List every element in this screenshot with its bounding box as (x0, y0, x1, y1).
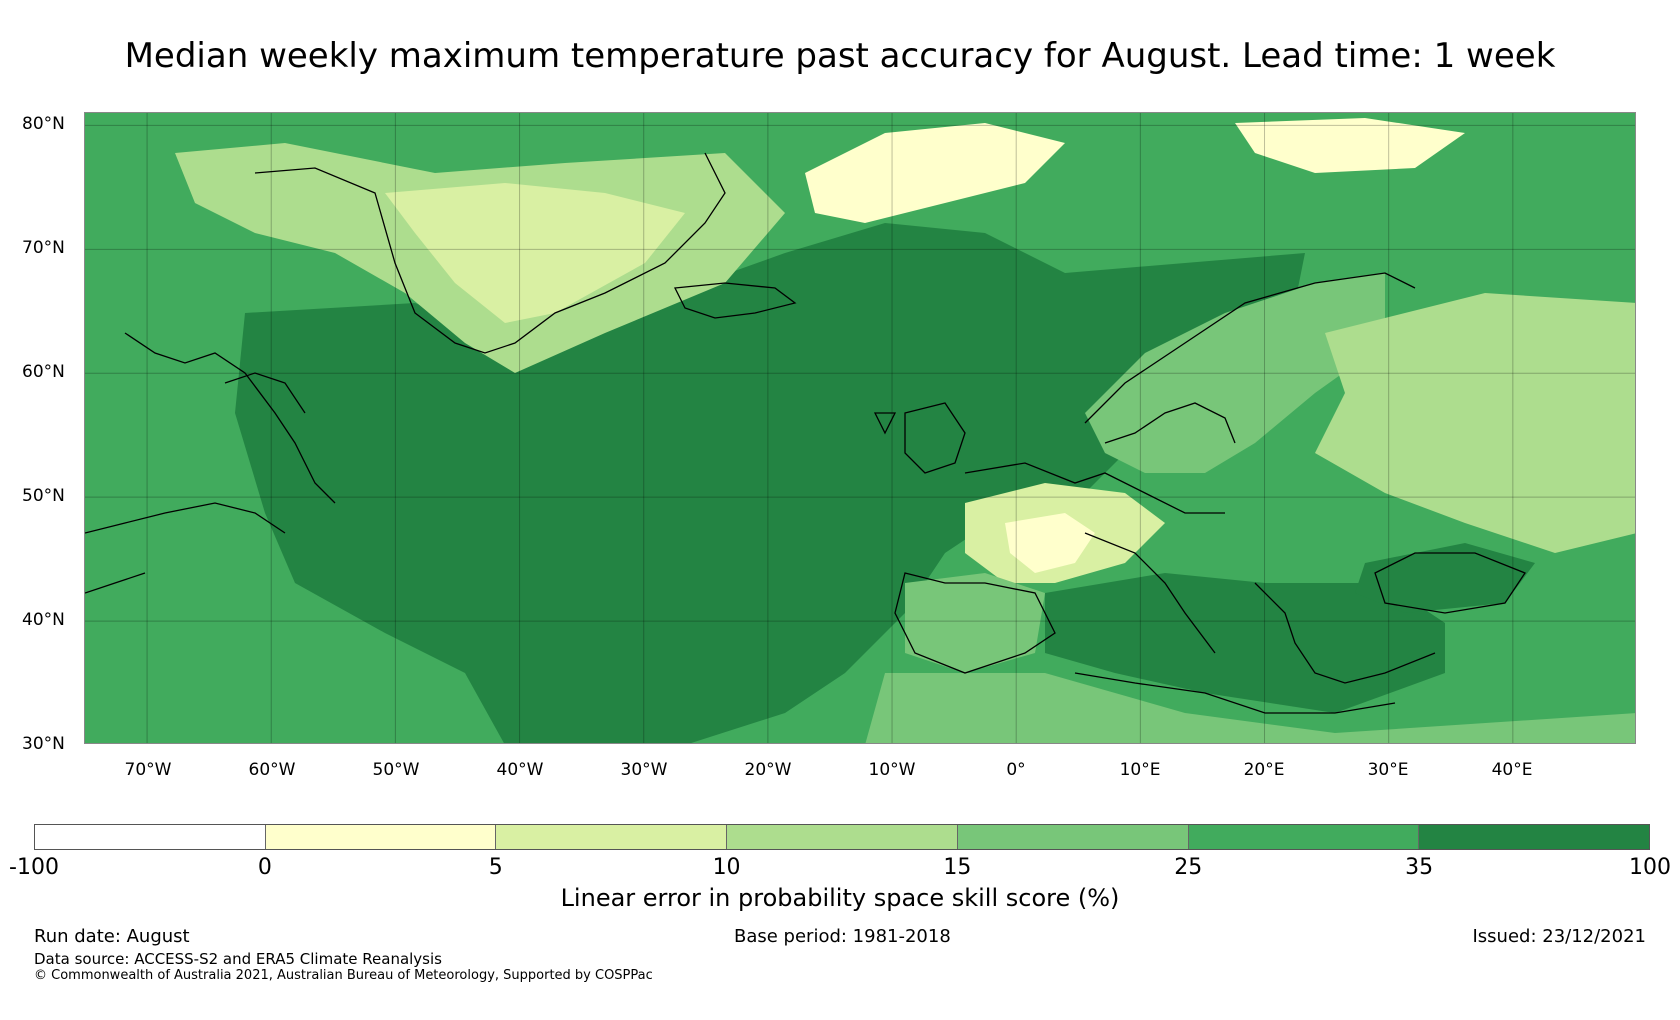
colorbar-segment (1188, 825, 1420, 849)
scandinavia-region (1085, 273, 1385, 473)
colorbar (34, 824, 1650, 850)
colorbar-tick-label: 5 (488, 855, 503, 880)
lon-label-40e: 40°E (1491, 760, 1533, 780)
colorbar-segment (957, 825, 1189, 849)
colorbar-tick-label: 100 (1629, 855, 1671, 880)
north-africa-region (865, 673, 1635, 743)
colorbar-tick-label: 10 (712, 855, 741, 880)
colorbar-segment (496, 825, 728, 849)
chart-title: Median weekly maximum temperature past a… (124, 36, 1556, 76)
lat-label-70n: 70°N (22, 238, 65, 258)
lon-label-40w: 40°W (496, 760, 544, 780)
colorbar-segment (35, 825, 266, 849)
arctic-ice-edge (805, 123, 1065, 223)
colorbar-tick-label: 35 (1405, 855, 1434, 880)
colorbar-tick-label: -100 (9, 855, 59, 880)
colorbar-title: Linear error in probability space skill … (560, 884, 1120, 912)
issued-date: Issued: 23/12/2021 (1472, 926, 1646, 947)
eastern-europe-region (1315, 293, 1635, 553)
lon-label-10e: 10°E (1119, 760, 1161, 780)
lon-label-30w: 30°W (620, 760, 668, 780)
mediterranean-region (1045, 573, 1445, 713)
data-source: Data source: ACCESS-S2 and ERA5 Climate … (34, 950, 442, 968)
arctic-ice-edge-east (1235, 118, 1465, 173)
colorbar-segment (1419, 825, 1650, 849)
base-period: Base period: 1981-2018 (734, 926, 951, 947)
copyright: © Commonwealth of Australia 2021, Austra… (34, 968, 653, 983)
lon-label-70w: 70°W (124, 760, 172, 780)
lat-label-50n: 50°N (22, 486, 65, 506)
lon-label-50w: 50°W (372, 760, 420, 780)
colorbar-tick-label: 25 (1174, 855, 1203, 880)
graticule (85, 113, 1635, 743)
lon-label-10w: 10°W (868, 760, 916, 780)
colorbar-tick-label: 15 (943, 855, 972, 880)
lat-label-80n: 80°N (22, 114, 65, 134)
lat-label-30n: 30°N (22, 734, 65, 754)
skill-score-map (84, 112, 1636, 744)
colorbar-segment (727, 825, 958, 849)
coastlines (85, 152, 1526, 714)
lat-label-60n: 60°N (22, 362, 65, 382)
map-canvas (85, 113, 1635, 743)
lon-label-0: 0° (1006, 760, 1026, 780)
colorbar-tick-label: 0 (257, 855, 272, 880)
iberia-region (905, 573, 1045, 673)
lon-label-30e: 30°E (1367, 760, 1409, 780)
colorbar-segment (265, 825, 497, 849)
lon-label-60w: 60°W (248, 760, 296, 780)
greenland-interior (385, 183, 685, 323)
lon-label-20e: 20°E (1243, 760, 1285, 780)
run-date: Run date: August (34, 926, 190, 947)
lat-label-40n: 40°N (22, 610, 65, 630)
lon-label-20w: 20°W (744, 760, 792, 780)
france-light-patch (1005, 513, 1095, 573)
